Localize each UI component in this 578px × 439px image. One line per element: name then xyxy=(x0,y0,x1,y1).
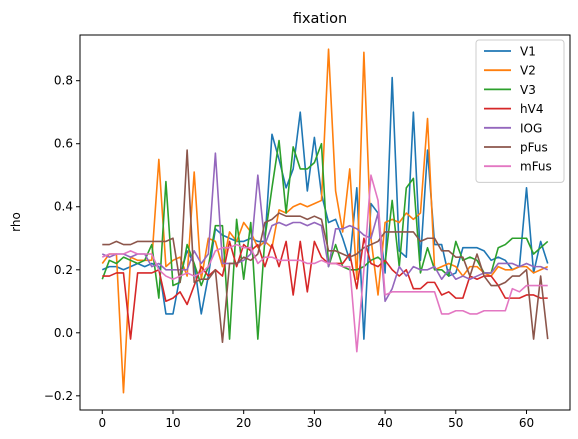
y-tick-label: −0.2 xyxy=(44,389,73,403)
x-tick-label: 40 xyxy=(377,416,392,430)
x-tick-label: 10 xyxy=(165,416,180,430)
x-tick-label: 50 xyxy=(448,416,463,430)
y-tick-label: 0.0 xyxy=(54,326,73,340)
legend-label-v1: V1 xyxy=(520,45,536,59)
x-axis-ticks: 0 10 20 30 40 50 60 xyxy=(98,410,534,430)
y-tick-label: 0.4 xyxy=(54,200,73,214)
series-line-mfus xyxy=(101,174,548,353)
chart-title: fixation xyxy=(293,11,347,27)
series-line-v3 xyxy=(101,139,549,340)
y-tick-label: 0.2 xyxy=(54,263,73,277)
legend-label-iog: IOG xyxy=(520,121,542,135)
legend-label-hv4: hV4 xyxy=(520,102,543,116)
x-tick-label: 20 xyxy=(236,416,251,430)
y-tick-label: 0.8 xyxy=(54,74,73,88)
y-tick-label: 0.6 xyxy=(54,137,73,151)
series-line-hv4 xyxy=(102,237,548,340)
series-line-iog xyxy=(101,152,549,303)
series-lines-layer xyxy=(101,48,549,394)
legend-label-pfus: pFus xyxy=(520,141,548,155)
legend-items: V1 V2 V3 hV4 IOG pFus mFus xyxy=(484,45,552,174)
x-tick-label: 60 xyxy=(519,416,534,430)
y-axis-ticks: −0.2 0.0 0.2 0.4 0.6 0.8 xyxy=(44,74,80,403)
x-tick-label: 0 xyxy=(98,416,106,430)
legend-label-mfus: mFus xyxy=(520,160,552,174)
y-axis-label: rho xyxy=(9,212,23,232)
plot-frame xyxy=(79,34,571,411)
x-tick-label: 30 xyxy=(307,416,322,430)
legend-label-v2: V2 xyxy=(520,64,536,78)
legend-label-v3: V3 xyxy=(520,83,536,97)
legend: V1 V2 V3 hV4 IOG pFus mFus xyxy=(475,39,565,183)
series-line-pfus xyxy=(102,149,549,344)
